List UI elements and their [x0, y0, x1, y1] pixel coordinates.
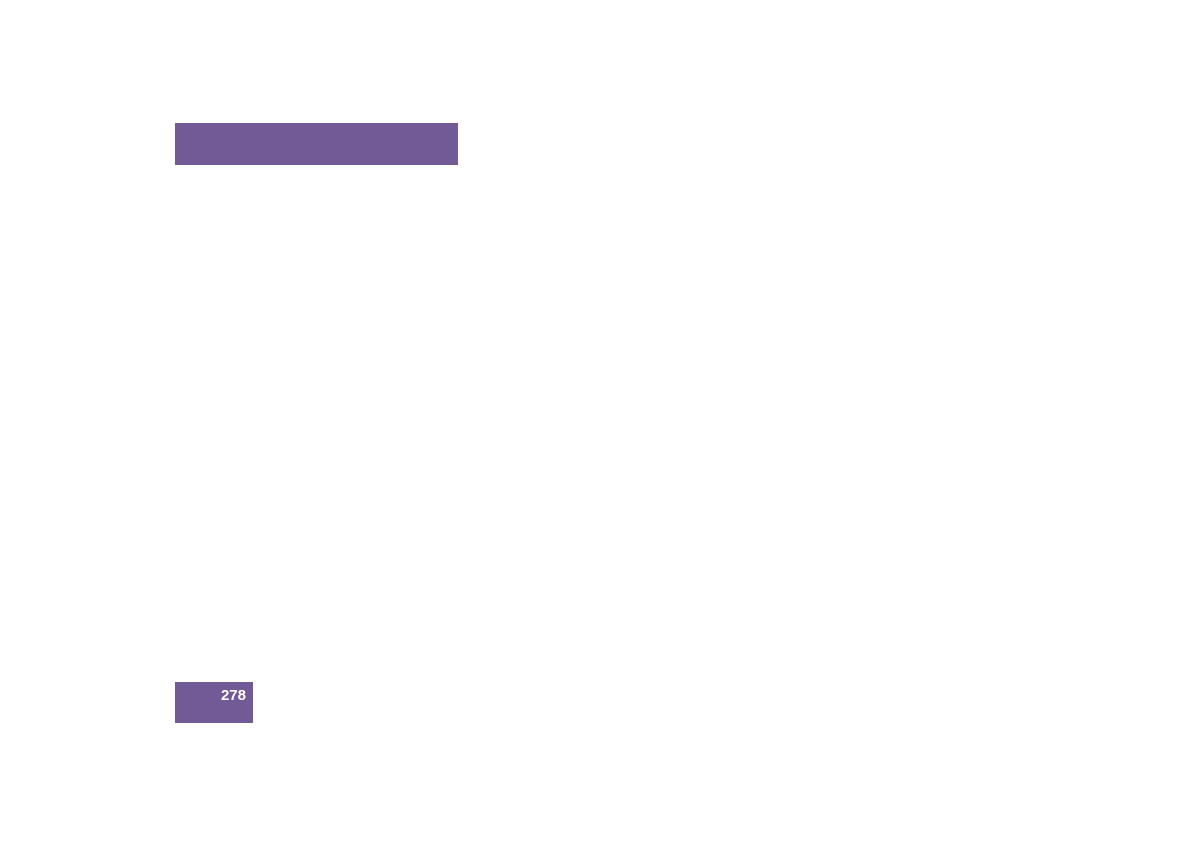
page-number-text: 278: [221, 687, 246, 704]
page-number-badge: 278: [175, 682, 253, 723]
section-header-bar: [175, 123, 458, 165]
